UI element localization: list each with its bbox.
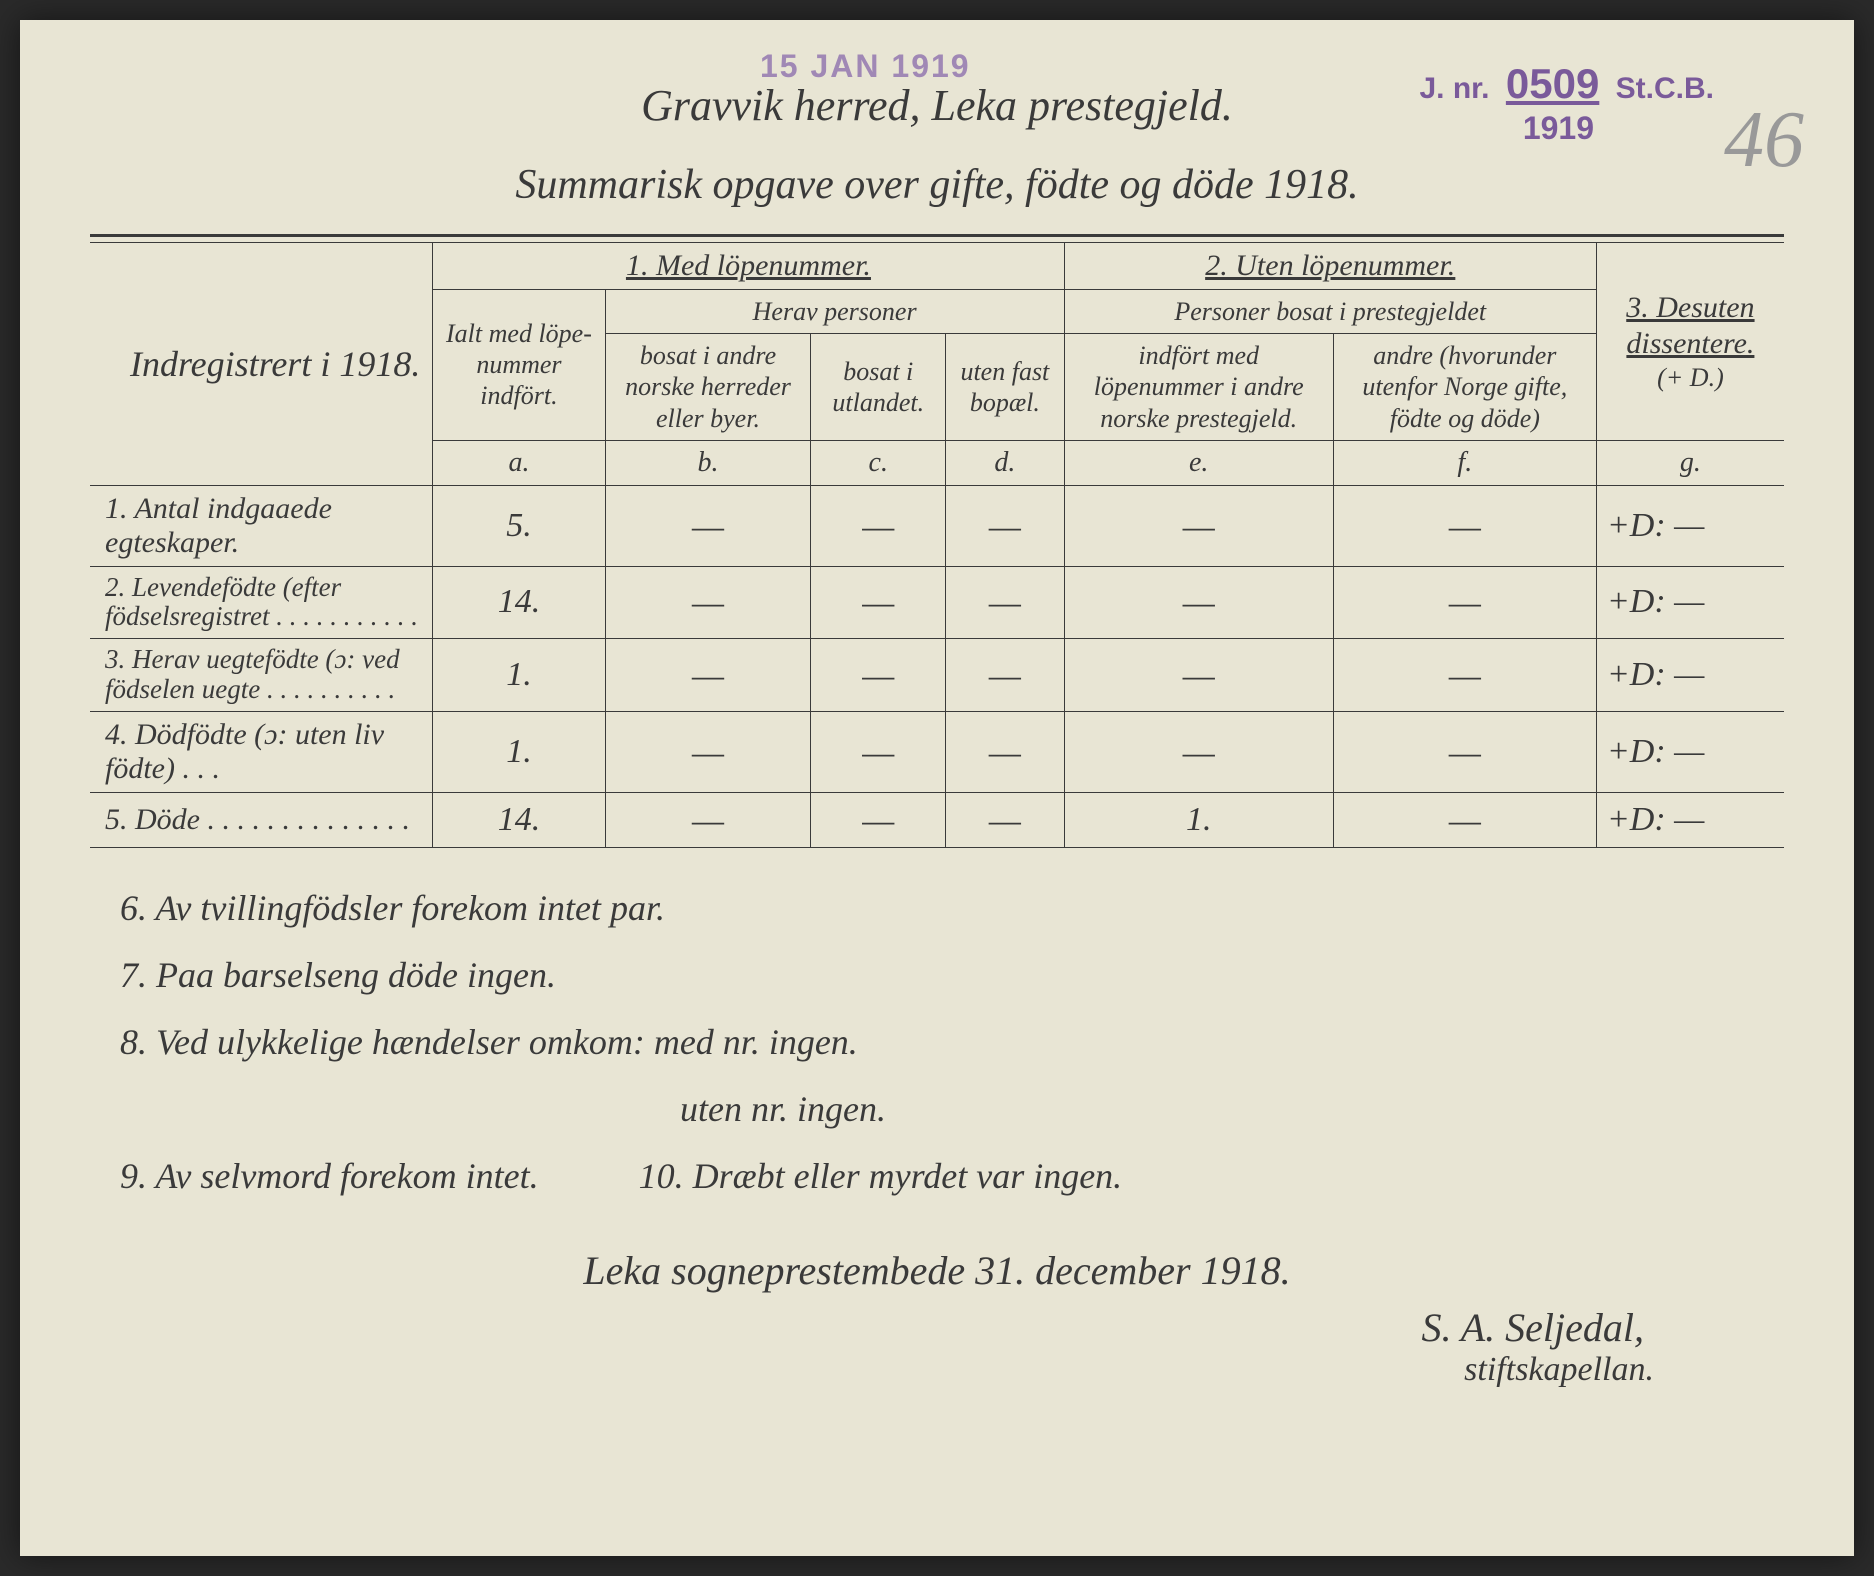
note-6: 6. Av tvillingfödsler forekom intet par. [120,878,1784,939]
col-letter-b: b. [605,440,811,485]
stamp-jnr-prefix: J. nr. [1419,72,1489,105]
header-col-d: uten fast bopæl. [946,334,1065,441]
cell-a: 14. [433,792,605,847]
header-col-f: andre (hvorunder utenfor Norge gifte, fö… [1333,334,1596,441]
cell-f: — [1333,485,1596,566]
col-letter-a: a. [433,440,605,485]
summary-table: Indregistrert i 1918. 1. Med löpenummer.… [90,243,1784,847]
stamp-date: 15 JAN 1919 [760,48,971,85]
signature-name: S. A. Seljedal, [90,1304,1784,1351]
table-body: 1. Antal indgaaede egteskaper. 5. — — — … [90,485,1784,846]
cell-g: +D: — [1596,792,1784,847]
header-col-e: indfört med löpenummer i andre norske pr… [1064,334,1333,441]
note-7: 7. Paa barselseng döde ingen. [120,945,1784,1006]
cell-g: +D: — [1596,566,1784,638]
divider-double-rule [90,234,1784,243]
cell-f: — [1333,566,1596,638]
col-letter-g: g. [1596,440,1784,485]
cell-d: — [946,566,1065,638]
cell-c: — [811,792,946,847]
table-row: 5. Döde . . . . . . . . . . . . . . 14. … [90,792,1784,847]
page-number: 46 [1724,95,1804,186]
cell-d: — [946,792,1065,847]
col-letter-e: e. [1064,440,1333,485]
col-letter-c: c. [811,440,946,485]
cell-a: 1. [433,711,605,792]
header-herav: Herav personer [605,290,1064,334]
row-label: 3. Herav uegtefödte (ɔ: ved födselen ueg… [90,639,433,711]
header-personer: Personer bosat i prestegjeldet [1064,290,1596,334]
header-section1: 1. Med löpenummer. [433,243,1064,290]
cell-g: +D: — [1596,639,1784,711]
cell-a: 5. [433,485,605,566]
cell-b: — [605,639,811,711]
side-label: Indregistrert i 1918. [90,243,433,485]
cell-f: — [1333,711,1596,792]
cell-f: — [1333,639,1596,711]
cell-e: — [1064,639,1333,711]
header-col-b: bosat i andre norske herreder eller byer… [605,334,811,441]
notes-section: 6. Av tvillingfödsler forekom intet par.… [90,878,1784,1208]
col-letter-f: f. [1333,440,1596,485]
header-col-c: bosat i utlandet. [811,334,946,441]
cell-d: — [946,485,1065,566]
note-10: 10. Dræbt eller myrdet var ingen. [639,1146,1123,1207]
signature-place-date: Leka sogneprestembede 31. december 1918. [90,1247,1784,1294]
table-row: 3. Herav uegtefödte (ɔ: ved födselen ueg… [90,639,1784,711]
table-row: 2. Levendefödte (efter födselsregistret … [90,566,1784,638]
note-9: 9. Av selvmord forekom intet. [120,1146,539,1207]
header-section3: 3. Desuten dissentere. (+ D.) [1596,243,1784,440]
cell-c: — [811,485,946,566]
cell-e: — [1064,566,1333,638]
row-label: 5. Döde . . . . . . . . . . . . . . [90,792,433,847]
cell-b: — [605,792,811,847]
header-ialt: Ialt med löpe-nummer indfört. [433,290,605,441]
subtitle: Summarisk opgave over gifte, födte og dö… [90,161,1784,209]
row-label: 1. Antal indgaaede egteskaper. [90,485,433,566]
cell-d: — [946,711,1065,792]
col-letter-d: d. [946,440,1065,485]
cell-f: — [1333,792,1596,847]
row-label: 4. Dödfödte (ɔ: uten liv födte) . . . [90,711,433,792]
divider-bottom-rule [90,847,1784,848]
cell-c: — [811,566,946,638]
signature-block: Leka sogneprestembede 31. december 1918.… [90,1247,1784,1389]
document-page: 15 JAN 1919 J. nr. 0509 St.C.B. 1919 46 … [20,20,1854,1556]
cell-e: — [1064,485,1333,566]
cell-c: — [811,711,946,792]
note-8b: uten nr. ingen. [120,1079,1784,1140]
stamp-year: 1919 [1523,110,1594,147]
cell-d: — [946,639,1065,711]
stamp-jnr-suffix: St.C.B. [1616,72,1714,105]
cell-b: — [605,485,811,566]
cell-a: 14. [433,566,605,638]
cell-b: — [605,566,811,638]
cell-c: — [811,639,946,711]
header-section2: 2. Uten löpenummer. [1064,243,1596,290]
cell-e: 1. [1064,792,1333,847]
table-row: 4. Dödfödte (ɔ: uten liv födte) . . . 1.… [90,711,1784,792]
table-row: 1. Antal indgaaede egteskaper. 5. — — — … [90,485,1784,566]
cell-g: +D: — [1596,711,1784,792]
note-8: 8. Ved ulykkelige hændelser omkom: med n… [120,1012,1784,1073]
row-label: 2. Levendefödte (efter födselsregistret … [90,566,433,638]
stamp-jnr-number: 0509 [1506,60,1599,107]
cell-a: 1. [433,639,605,711]
signature-role: stiftskapellan. [90,1351,1784,1389]
cell-b: — [605,711,811,792]
stamp-journal-number: J. nr. 0509 St.C.B. [1419,60,1714,108]
cell-e: — [1064,711,1333,792]
cell-g: +D: — [1596,485,1784,566]
